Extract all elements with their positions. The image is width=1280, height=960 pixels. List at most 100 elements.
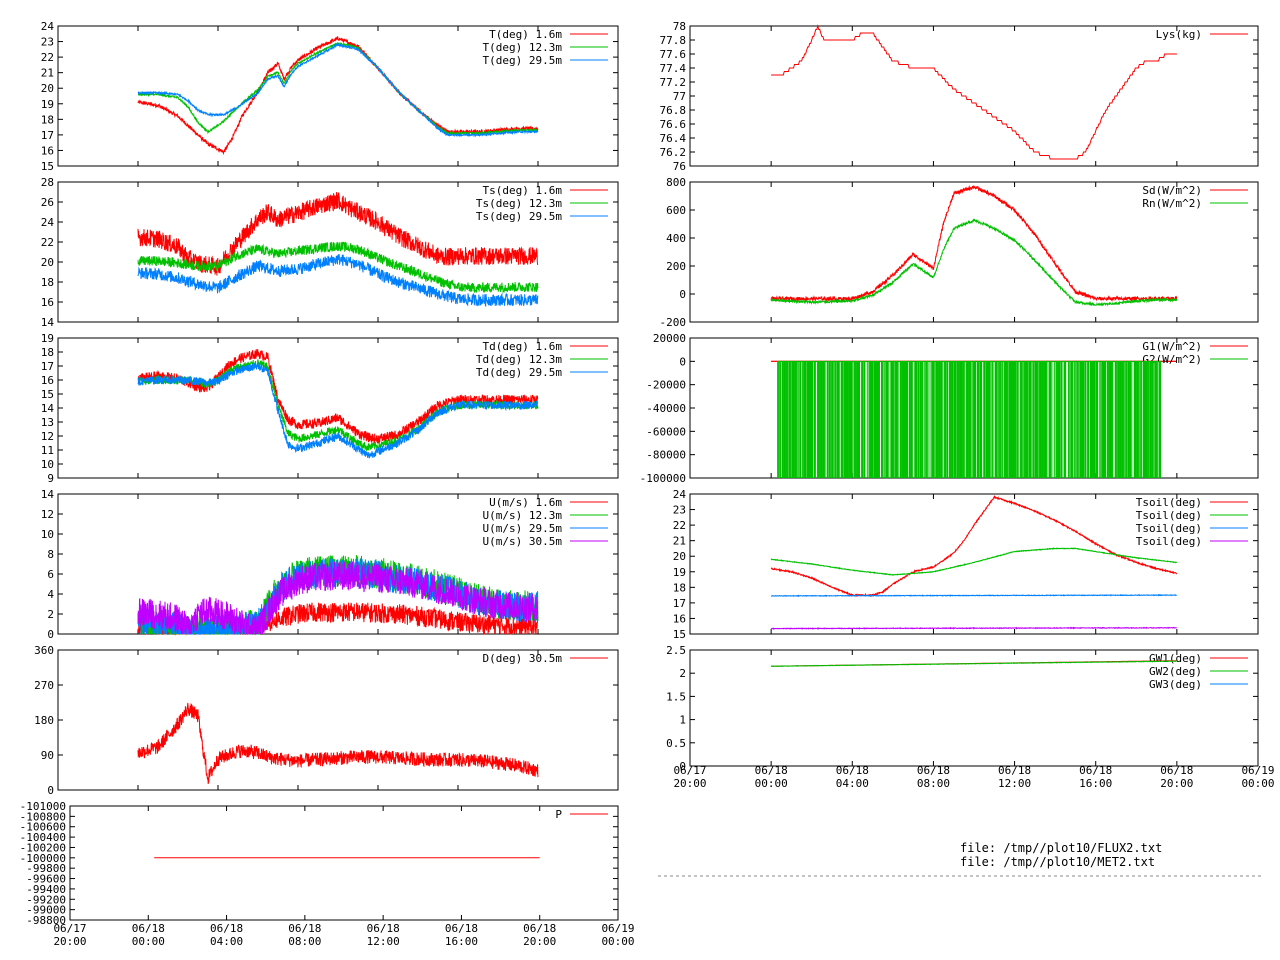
x-tick-label: 06/18	[998, 764, 1031, 777]
series-line	[137, 42, 539, 138]
series-line	[770, 184, 1178, 303]
series-line	[770, 547, 1178, 576]
y-tick-label: 18	[41, 276, 54, 289]
y-tick-label: 77.2	[660, 76, 687, 89]
series-line	[771, 626, 1178, 630]
x-tick-label: 20:00	[523, 935, 556, 948]
y-tick-label: -80000	[646, 449, 686, 462]
y-tick-label: 19	[41, 332, 54, 345]
y-tick-label: 0.5	[666, 737, 686, 750]
panel-frame	[57, 181, 619, 323]
y-tick-label: 77.6	[660, 48, 687, 61]
x-tick-label: 06/19	[601, 922, 634, 935]
series-line	[770, 593, 1177, 598]
legend-label: Tsoil(deg)	[1136, 522, 1202, 535]
y-tick-label: 400	[666, 232, 686, 245]
y-tick-label: 18	[673, 581, 686, 594]
panel-frame	[689, 25, 1259, 167]
y-tick-label: -101000	[20, 800, 66, 813]
y-tick-label: 600	[666, 204, 686, 217]
x-tick-label: 06/18	[288, 922, 321, 935]
y-tick-label: 4	[47, 588, 54, 601]
x-tick-label: 04:00	[210, 935, 243, 948]
x-tick-label: 16:00	[1079, 777, 1112, 790]
panel-g: -100000 -80000 -60000 -40000 -20000 0 20000 G1(…	[640, 332, 1259, 485]
legend-label: T(deg) 29.5m	[483, 54, 563, 67]
y-tick-label: 0	[679, 760, 686, 773]
y-tick-label: 18	[41, 113, 54, 126]
footer-file-flux: file: /tmp//plot10/FLUX2.txt	[960, 841, 1162, 855]
y-tick-label: 2.5	[666, 644, 686, 657]
series-line	[770, 495, 1178, 598]
y-tick-label: 800	[666, 176, 686, 189]
x-tick-label: 06/18	[1079, 764, 1112, 777]
panel-rad: -200 0 200 400 600 800 Sd(W/m^2)Rn(W/m^2)	[660, 176, 1259, 329]
y-tick-label: 76.2	[660, 146, 687, 159]
legend-label: Tsoil(deg)	[1136, 535, 1202, 548]
y-tick-label: 0	[47, 628, 54, 641]
y-tick-label: 18	[41, 346, 54, 359]
y-tick-label: -200	[660, 316, 687, 329]
x-tick-label: 00:00	[601, 935, 634, 948]
y-tick-label: 17	[41, 360, 54, 373]
y-tick-label: 6	[47, 568, 54, 581]
y-tick-label: 0	[679, 288, 686, 301]
y-tick-label: 15	[41, 388, 54, 401]
y-tick-label: 24	[41, 20, 55, 33]
y-tick-label: -99600	[26, 873, 66, 886]
y-tick-label: -40000	[646, 402, 686, 415]
y-tick-label: 77.4	[660, 62, 687, 75]
x-tick-label: 06/18	[210, 922, 243, 935]
y-tick-label: 21	[41, 67, 54, 80]
y-tick-label: 22	[673, 519, 686, 532]
y-tick-label: -100000	[20, 852, 66, 865]
y-tick-label: 15	[41, 160, 54, 173]
y-tick-label: 2	[679, 667, 686, 680]
y-tick-label: 12	[41, 430, 54, 443]
legend-label: Tsoil(deg)	[1136, 509, 1202, 522]
y-tick-label: 0	[47, 784, 54, 797]
y-tick-label: 23	[673, 504, 686, 517]
y-tick-label: 90	[41, 749, 54, 762]
y-tick-label: -99000	[26, 904, 66, 917]
x-tick-label: 06/19	[1241, 764, 1274, 777]
y-tick-label: -100600	[20, 821, 66, 834]
x-tick-label: 00:00	[1241, 777, 1274, 790]
y-tick-label: 28	[41, 176, 54, 189]
legend-label: GW2(deg)	[1149, 665, 1202, 678]
legend-label: Lys(kg)	[1156, 28, 1202, 41]
panel-frame	[57, 25, 619, 167]
footer-file-met: file: /tmp//plot10/MET2.txt	[960, 855, 1155, 869]
y-tick-label: 360	[34, 644, 54, 657]
x-tick-label: 06/18	[367, 922, 400, 935]
series-line	[137, 702, 539, 785]
y-tick-label: -99400	[26, 883, 66, 896]
legend-label: U(m/s) 29.5m	[483, 522, 563, 535]
legend-label: U(m/s) 12.3m	[483, 509, 563, 522]
y-tick-label: 26	[41, 196, 54, 209]
x-tick-label: 04:00	[836, 777, 869, 790]
y-tick-label: -98800	[26, 914, 66, 927]
y-tick-label: 200	[666, 260, 686, 273]
legend-label: U(m/s) 30.5m	[483, 535, 563, 548]
y-tick-label: 22	[41, 51, 54, 64]
x-tick-label: 00:00	[755, 777, 788, 790]
y-tick-label: 15	[673, 628, 686, 641]
y-tick-label: 76	[673, 160, 686, 173]
legend-label: GW1(deg)	[1149, 652, 1202, 665]
legend-label: T(deg) 1.6m	[489, 28, 562, 41]
series-line	[137, 42, 539, 137]
x-tick-label: 06/18	[755, 764, 788, 777]
legend-label: Sd(W/m^2)	[1142, 184, 1202, 197]
y-tick-label: 10	[41, 528, 54, 541]
y-tick-label: 17	[673, 597, 686, 610]
legend-label: T(deg) 12.3m	[483, 41, 563, 54]
x-tick-label: 08:00	[288, 935, 321, 948]
legend-label: U(m/s) 1.6m	[489, 496, 562, 509]
y-tick-label: 13	[41, 416, 54, 429]
y-tick-label: -100200	[20, 841, 66, 854]
legend-label: Ts(deg) 12.3m	[476, 197, 562, 210]
x-tick-label: 16:00	[445, 935, 478, 948]
series-line	[137, 253, 539, 308]
